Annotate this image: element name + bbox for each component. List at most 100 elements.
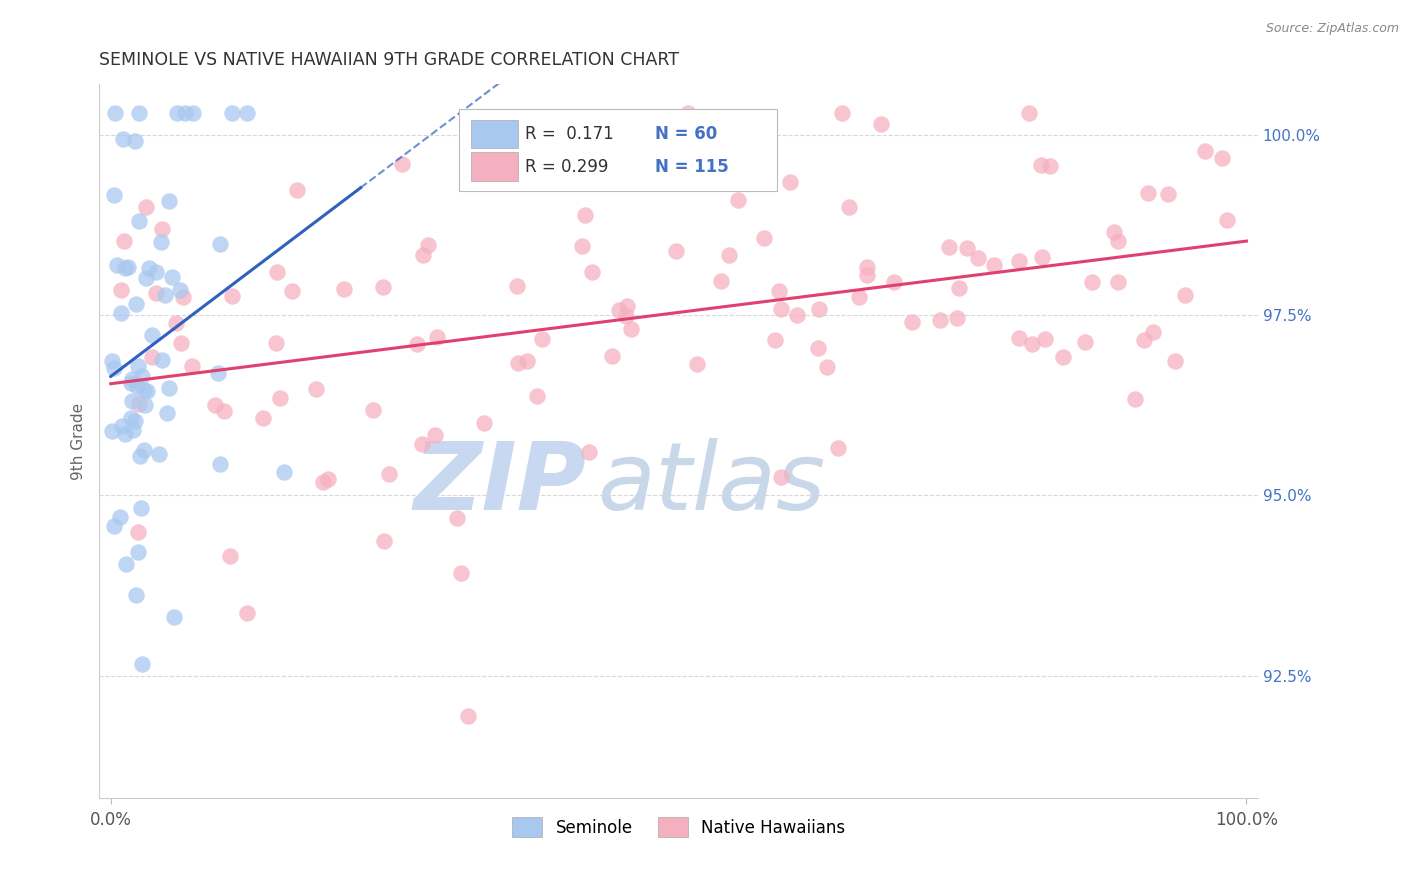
Point xyxy=(948,281,970,295)
Point xyxy=(212,404,235,418)
Point xyxy=(120,376,142,390)
Point xyxy=(710,274,733,288)
Point xyxy=(848,290,870,304)
Point xyxy=(169,283,191,297)
Point xyxy=(105,258,128,272)
Point xyxy=(173,106,195,120)
Point xyxy=(808,302,831,317)
Point xyxy=(152,353,174,368)
Point xyxy=(166,106,188,120)
Point xyxy=(678,106,700,120)
Point xyxy=(1021,336,1043,351)
Point xyxy=(114,260,136,275)
Point xyxy=(125,379,148,393)
Point xyxy=(101,424,124,438)
Point xyxy=(702,155,724,169)
Point xyxy=(125,588,148,602)
Point xyxy=(285,183,308,197)
Point xyxy=(763,334,786,348)
Point xyxy=(600,349,623,363)
Point xyxy=(208,237,231,252)
Point xyxy=(115,557,138,571)
Point xyxy=(1107,234,1129,248)
Point xyxy=(620,322,643,336)
Point xyxy=(1194,145,1216,159)
Point xyxy=(506,356,529,370)
Point xyxy=(983,258,1005,272)
Point xyxy=(127,524,149,539)
Point xyxy=(827,441,849,455)
Text: R =  0.171: R = 0.171 xyxy=(524,125,613,143)
Point xyxy=(145,265,167,279)
Point xyxy=(128,106,150,120)
Point xyxy=(786,309,808,323)
Point xyxy=(103,188,125,202)
Point xyxy=(1164,354,1187,368)
Point xyxy=(391,157,413,171)
Point xyxy=(160,269,183,284)
Point xyxy=(1029,158,1052,172)
Point xyxy=(121,410,143,425)
FancyBboxPatch shape xyxy=(471,120,517,148)
Point xyxy=(856,268,879,283)
Point xyxy=(373,534,395,549)
Point xyxy=(506,278,529,293)
Point xyxy=(104,106,127,120)
Point xyxy=(1081,275,1104,289)
Point xyxy=(145,286,167,301)
Point xyxy=(578,445,600,459)
Point xyxy=(181,359,204,373)
Point xyxy=(264,336,287,351)
Point xyxy=(110,283,132,297)
Point xyxy=(103,518,125,533)
Point xyxy=(856,260,879,274)
Point xyxy=(426,330,449,344)
Text: atlas: atlas xyxy=(598,439,825,530)
Point xyxy=(134,442,156,457)
Point xyxy=(128,397,150,411)
Point xyxy=(516,353,538,368)
Point xyxy=(117,260,139,274)
Point xyxy=(574,208,596,222)
Point xyxy=(769,302,792,317)
Point xyxy=(221,106,243,120)
Point xyxy=(406,336,429,351)
Point xyxy=(183,106,205,120)
Point xyxy=(157,381,180,395)
Point xyxy=(269,391,291,405)
Point xyxy=(312,475,335,489)
Point xyxy=(111,418,134,433)
Point xyxy=(1008,331,1031,345)
Point xyxy=(377,467,399,481)
Point xyxy=(138,261,160,276)
Point xyxy=(1039,159,1062,173)
Point xyxy=(131,369,153,384)
Point xyxy=(870,117,893,131)
Point xyxy=(266,265,288,279)
Point xyxy=(125,297,148,311)
Point xyxy=(499,161,522,175)
Point xyxy=(967,252,990,266)
Point xyxy=(316,472,339,486)
Point xyxy=(718,248,741,262)
Point xyxy=(148,447,170,461)
Point xyxy=(135,271,157,285)
Point xyxy=(928,313,950,327)
Point xyxy=(135,200,157,214)
Point xyxy=(1174,287,1197,301)
FancyBboxPatch shape xyxy=(471,152,517,180)
Text: ZIP: ZIP xyxy=(413,438,586,530)
Point xyxy=(1031,250,1053,264)
Point xyxy=(530,332,553,346)
Point xyxy=(127,544,149,558)
Point xyxy=(614,309,637,323)
Point xyxy=(218,549,240,563)
Point xyxy=(150,222,173,236)
Point xyxy=(127,359,149,374)
Point xyxy=(108,509,131,524)
Text: SEMINOLE VS NATIVE HAWAIIAN 9TH GRADE CORRELATION CHART: SEMINOLE VS NATIVE HAWAIIAN 9TH GRADE CO… xyxy=(100,51,679,69)
Point xyxy=(1142,325,1164,339)
Point xyxy=(273,465,295,479)
Text: R = 0.299: R = 0.299 xyxy=(524,158,607,176)
Point xyxy=(153,287,176,301)
